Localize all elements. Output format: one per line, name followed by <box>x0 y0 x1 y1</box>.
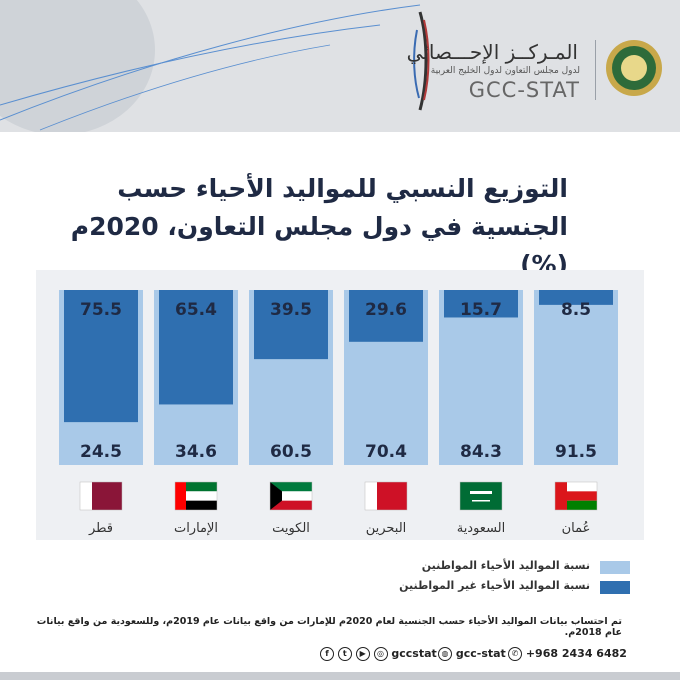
stacked-bar-chart: 75.5 24.5 قطر 65.4 34.6 الإمارات 39.5 60.5 الكوي… <box>59 290 618 536</box>
footnote: تم احتساب بيانات المواليد الأحياء حسب ال… <box>36 616 622 638</box>
chart-title-line-2: الجنسية في دول مجلس التعاون، 2020م (%) <box>70 212 568 279</box>
chart-panel: 75.5 24.5 قطر 65.4 34.6 الإمارات 39.5 60.5 الكوي… <box>36 270 644 540</box>
country-flag <box>554 481 598 511</box>
bar-noncitizens <box>539 290 613 305</box>
data-label-citizens: 70.4 <box>365 442 407 462</box>
header-decoration <box>0 0 662 132</box>
bar-group: 8.5 91.5 عُمان <box>534 290 618 536</box>
country-flag <box>174 481 218 511</box>
bar-group: 39.5 60.5 الكويت <box>249 290 333 536</box>
legend-item-noncitizens: نسبة المواليد الأحياء غير المواطنين <box>300 578 630 598</box>
social-handle-text[interactable]: gccstat <box>391 647 437 660</box>
bar-noncitizens <box>444 290 518 318</box>
bar-group: 15.7 84.3 السعودية <box>439 290 523 536</box>
data-label-noncitizens: 29.6 <box>365 300 407 320</box>
website-link[interactable]: ◍ gcc-stat <box>438 644 506 664</box>
org-name-arabic: المـركــز الإحـــصائي <box>406 40 578 64</box>
phone-number: +968 2434 6482 <box>525 647 627 660</box>
country-flag <box>459 481 503 511</box>
data-label-noncitizens: 65.4 <box>175 300 217 320</box>
gcc-emblem <box>606 40 662 96</box>
country-flag <box>269 481 313 511</box>
whatsapp-icon: ✆ <box>508 647 522 661</box>
phone-contact[interactable]: ✆ +968 2434 6482 <box>508 644 627 664</box>
bar-group: 29.6 70.4 البحرين <box>344 290 428 536</box>
category-label: عُمان <box>562 520 591 536</box>
social-handles: f t ▶ ◎ gccstat <box>320 644 437 664</box>
bar-group: 75.5 24.5 قطر <box>59 290 143 536</box>
header-banner: المـركــز الإحـــصائي لدول مجلس التعاون … <box>0 0 680 132</box>
data-label-citizens: 84.3 <box>460 442 502 462</box>
bar-noncitizens <box>349 290 423 342</box>
website-handle-text: gcc-stat <box>455 647 506 660</box>
twitter-icon[interactable]: t <box>337 647 352 661</box>
legend-label-citizens: نسبة المواليد الأحياء المواطنين <box>421 559 590 572</box>
header-divider <box>595 40 596 100</box>
chart-title: التوزيع النسبي للمواليد الأحياء حسب الجن… <box>30 170 568 284</box>
legend-swatch-citizens <box>600 561 630 574</box>
country-flag <box>79 481 123 511</box>
chart-title-line-1: التوزيع النسبي للمواليد الأحياء حسب <box>117 174 568 203</box>
category-label: قطر <box>88 521 113 536</box>
org-name-english: GCC-STAT <box>468 78 580 102</box>
legend-label-noncitizens: نسبة المواليد الأحياء غير المواطنين <box>399 579 590 592</box>
bar-group: 65.4 34.6 الإمارات <box>154 290 238 536</box>
bar-noncitizens <box>254 290 328 360</box>
bar-noncitizens <box>159 290 233 405</box>
category-label: الإمارات <box>174 521 218 536</box>
legend-swatch-noncitizens <box>600 581 630 594</box>
data-label-noncitizens: 39.5 <box>270 300 312 320</box>
globe-icon: ◍ <box>438 647 452 661</box>
org-subtitle-arabic: لدول مجلس التعاون لدول الخليج العربية <box>430 66 580 76</box>
bar-citizens <box>534 290 618 465</box>
data-label-noncitizens: 75.5 <box>80 300 122 320</box>
footer-bar <box>0 672 680 680</box>
gcc-stat-logo-mark <box>413 11 430 111</box>
legend-item-citizens: نسبة المواليد الأحياء المواطنين <box>300 558 630 578</box>
data-label-citizens: 60.5 <box>270 442 312 462</box>
category-label: الكويت <box>272 521 310 536</box>
data-label-noncitizens: 8.5 <box>561 300 591 320</box>
chart-legend: نسبة المواليد الأحياء المواطنين نسبة الم… <box>300 558 630 598</box>
social-links: f t ▶ ◎ gccstat ◍ gcc-stat ✆ +968 2434 6… <box>320 644 627 664</box>
bar-noncitizens <box>64 290 138 423</box>
data-label-noncitizens: 15.7 <box>460 300 502 320</box>
bar-citizens <box>439 290 523 465</box>
instagram-icon[interactable]: ◎ <box>373 647 388 661</box>
data-label-citizens: 91.5 <box>555 442 597 462</box>
country-flag <box>364 481 408 511</box>
youtube-icon[interactable]: ▶ <box>355 647 370 661</box>
facebook-icon[interactable]: f <box>320 647 334 661</box>
data-label-citizens: 24.5 <box>80 442 122 462</box>
data-label-citizens: 34.6 <box>175 442 217 462</box>
category-label: السعودية <box>457 521 506 536</box>
category-label: البحرين <box>366 521 407 536</box>
